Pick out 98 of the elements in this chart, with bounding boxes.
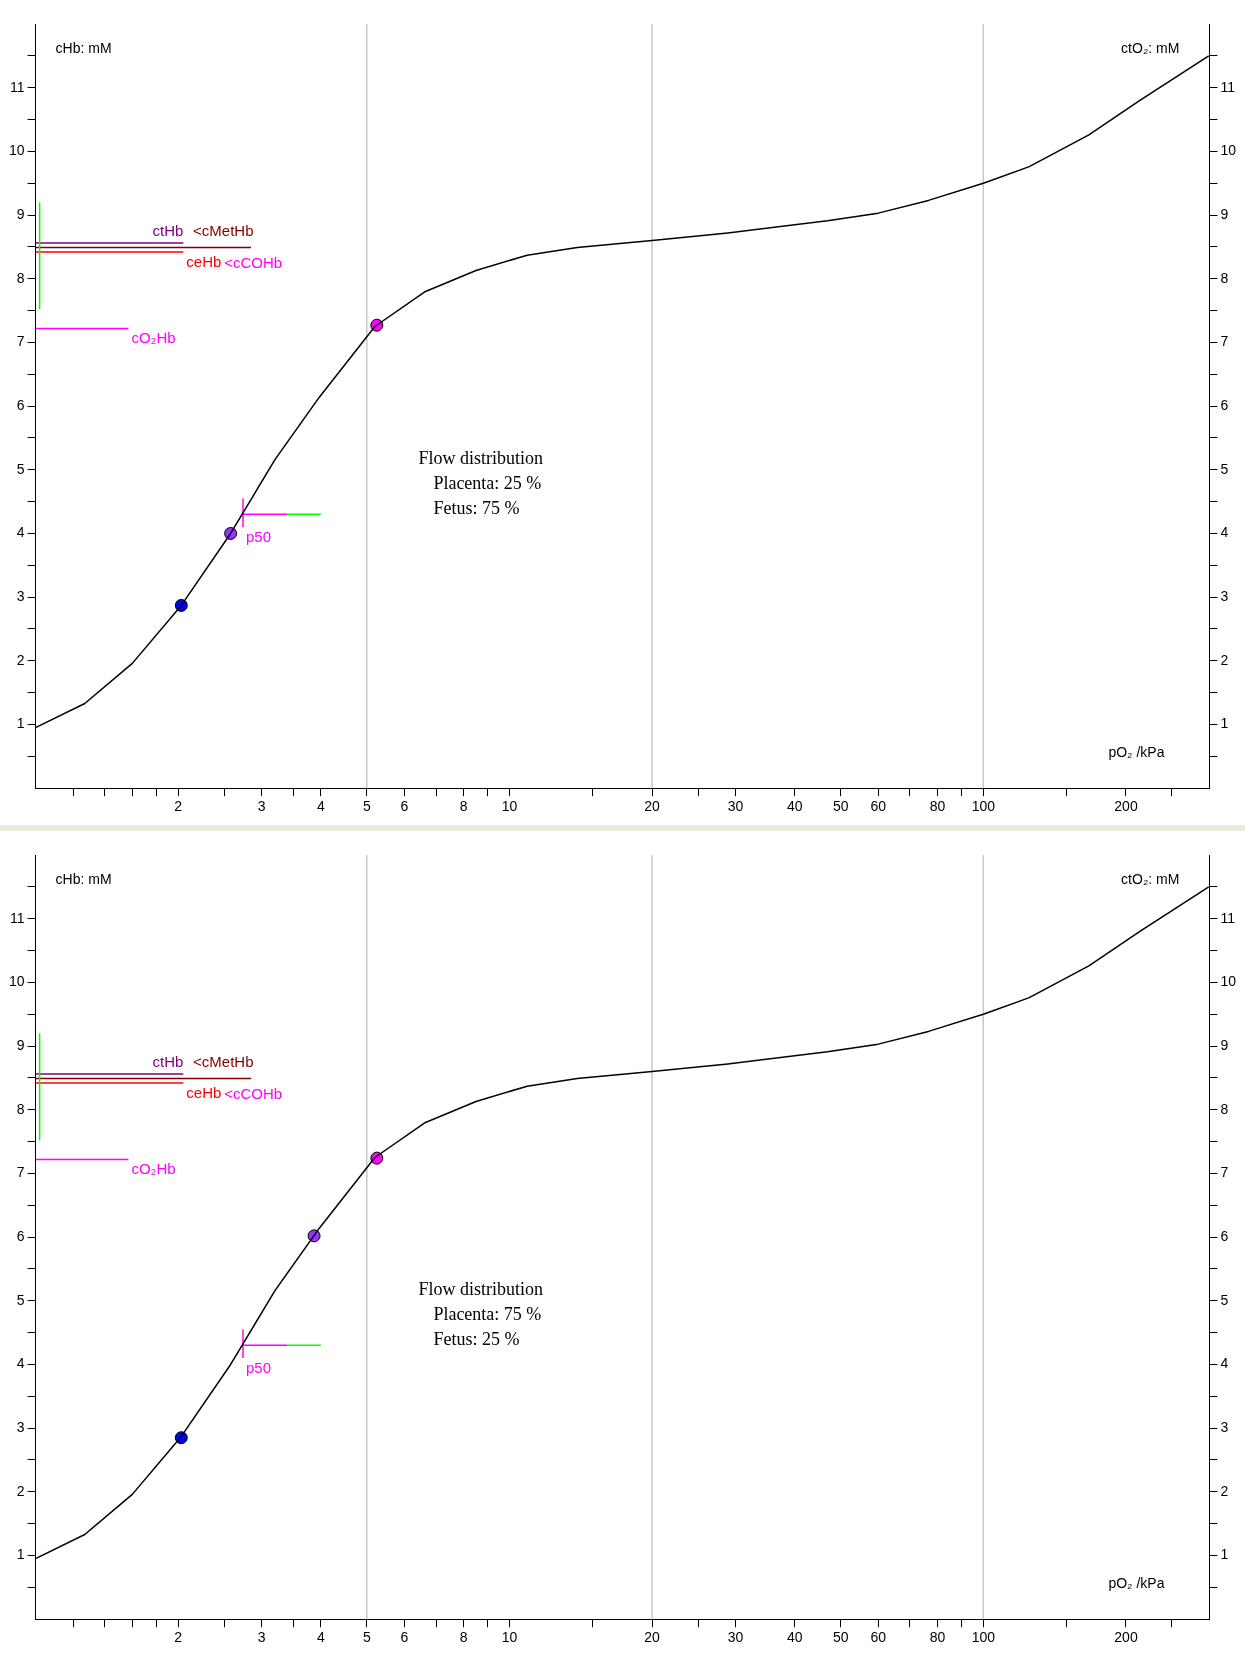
y2-tick-label: 7 — [1220, 1164, 1229, 1181]
annotation: Fetus: 25 % — [433, 1329, 520, 1350]
annotation: p50 — [246, 1358, 272, 1376]
x-tick-label: 5 — [362, 1629, 371, 1646]
y-tick-label: 10 — [8, 142, 25, 159]
y-tick-label: 5 — [16, 1291, 25, 1308]
y-tick-label: 4 — [16, 524, 25, 541]
y-tick-label: 9 — [16, 205, 25, 222]
y2-tick-label: 4 — [1220, 524, 1229, 541]
x-tick-label: 100 — [971, 1629, 996, 1646]
y2-tick-label: 2 — [1220, 1482, 1229, 1499]
x-tick-label: 5 — [362, 798, 371, 815]
y-tick-label: 11 — [10, 78, 25, 95]
annotation: Flow distribution — [418, 1279, 543, 1300]
x-tick-label: 3 — [257, 798, 266, 815]
y-tick-label: 8 — [16, 1100, 25, 1117]
x-tick-label: 200 — [1114, 1629, 1138, 1646]
annotation: <cMetHb — [193, 1052, 254, 1070]
y2-tick-label: 5 — [1220, 1291, 1229, 1308]
annotation: cO₂Hb — [131, 1160, 176, 1178]
annotation: cO₂Hb — [131, 329, 176, 347]
x-tick-label: 40 — [786, 798, 803, 815]
y2-tick-label: 2 — [1220, 651, 1229, 668]
y-tick-label: 2 — [16, 651, 25, 668]
x-tick-label: 30 — [727, 798, 744, 815]
annotation: <cCOHb — [224, 253, 283, 271]
y-axis-title: cHb: mM — [55, 870, 112, 887]
x-tick-label: 10 — [501, 1629, 518, 1646]
annotation: <cMetHb — [193, 221, 254, 239]
y2-tick-label: 9 — [1220, 1036, 1229, 1053]
y2-tick-label: 1 — [1220, 715, 1229, 732]
y-tick-label: 6 — [16, 396, 25, 413]
y-tick-label: 8 — [16, 269, 25, 286]
x-tick-label: 20 — [644, 798, 661, 815]
x-axis-title: pO₂ /kPa — [1108, 1575, 1165, 1592]
annotation: p50 — [246, 527, 272, 545]
y2-tick-label: 6 — [1220, 1227, 1229, 1244]
x-tick-label: 6 — [400, 798, 409, 815]
x-tick-label: 60 — [870, 798, 887, 815]
y2-tick-label: 9 — [1220, 205, 1229, 222]
y-tick-label: 5 — [16, 460, 25, 477]
y2-tick-label: 10 — [1220, 142, 1237, 159]
x-tick-label: 8 — [459, 1629, 468, 1646]
y-tick-label: 7 — [16, 333, 25, 350]
y2-axis-title: ctO₂: mM — [1121, 39, 1180, 56]
x-tick-label: 60 — [870, 1629, 887, 1646]
y2-tick-label: 8 — [1220, 269, 1229, 286]
y2-tick-label: 11 — [1220, 78, 1236, 95]
y2-tick-label: 7 — [1220, 333, 1229, 350]
annotation: ceHb — [186, 1083, 222, 1101]
x-tick-label: 4 — [316, 1629, 325, 1646]
x-tick-label: 50 — [832, 1629, 849, 1646]
annotation: ctHb — [152, 221, 184, 239]
y2-tick-label: 10 — [1220, 973, 1237, 990]
y2-tick-label: 3 — [1220, 588, 1229, 605]
y2-tick-label: 6 — [1220, 396, 1229, 413]
annotation: Fetus: 75 % — [433, 498, 520, 519]
y-tick-label: 1 — [16, 715, 25, 732]
x-tick-label: 2 — [174, 1629, 183, 1646]
x-tick-label: 4 — [316, 798, 325, 815]
x-tick-label: 30 — [727, 1629, 744, 1646]
y-tick-label: 2 — [16, 1482, 25, 1499]
x-tick-label: 10 — [501, 798, 518, 815]
y-tick-label: 11 — [10, 909, 25, 926]
y-tick-label: 4 — [16, 1355, 25, 1372]
x-tick-label: 8 — [459, 798, 468, 815]
y2-axis-title: ctO₂: mM — [1121, 870, 1180, 887]
y-tick-label: 7 — [16, 1164, 25, 1181]
x-tick-label: 80 — [929, 798, 946, 815]
y2-tick-label: 5 — [1220, 460, 1229, 477]
annotation: Flow distribution — [418, 448, 543, 469]
x-tick-label: 50 — [832, 798, 849, 815]
annotation: ctHb — [152, 1052, 184, 1070]
y-tick-label: 9 — [16, 1036, 25, 1053]
x-tick-label: 3 — [257, 1629, 266, 1646]
y2-tick-label: 3 — [1220, 1419, 1229, 1436]
y2-tick-label: 1 — [1220, 1546, 1229, 1563]
y-tick-label: 1 — [16, 1546, 25, 1563]
y-tick-label: 10 — [8, 973, 25, 990]
y2-tick-label: 4 — [1220, 1355, 1229, 1372]
y-tick-label: 3 — [16, 1419, 25, 1436]
y2-tick-label: 11 — [1220, 909, 1236, 926]
x-tick-label: 40 — [786, 1629, 803, 1646]
y-axis-title: cHb: mM — [55, 39, 112, 56]
x-tick-label: 200 — [1114, 798, 1138, 815]
y-tick-label: 6 — [16, 1227, 25, 1244]
y2-tick-label: 8 — [1220, 1100, 1229, 1117]
x-tick-label: 2 — [174, 798, 183, 815]
annotation: Placenta: 75 % — [433, 1304, 542, 1325]
annotation: Placenta: 25 % — [433, 473, 542, 494]
x-tick-label: 20 — [644, 1629, 661, 1646]
annotation: ceHb — [186, 252, 222, 270]
x-tick-label: 6 — [400, 1629, 409, 1646]
x-axis-title: pO₂ /kPa — [1108, 744, 1165, 761]
annotation: <cCOHb — [224, 1084, 283, 1102]
x-tick-label: 100 — [971, 798, 996, 815]
y-tick-label: 3 — [16, 588, 25, 605]
x-tick-label: 80 — [929, 1629, 946, 1646]
